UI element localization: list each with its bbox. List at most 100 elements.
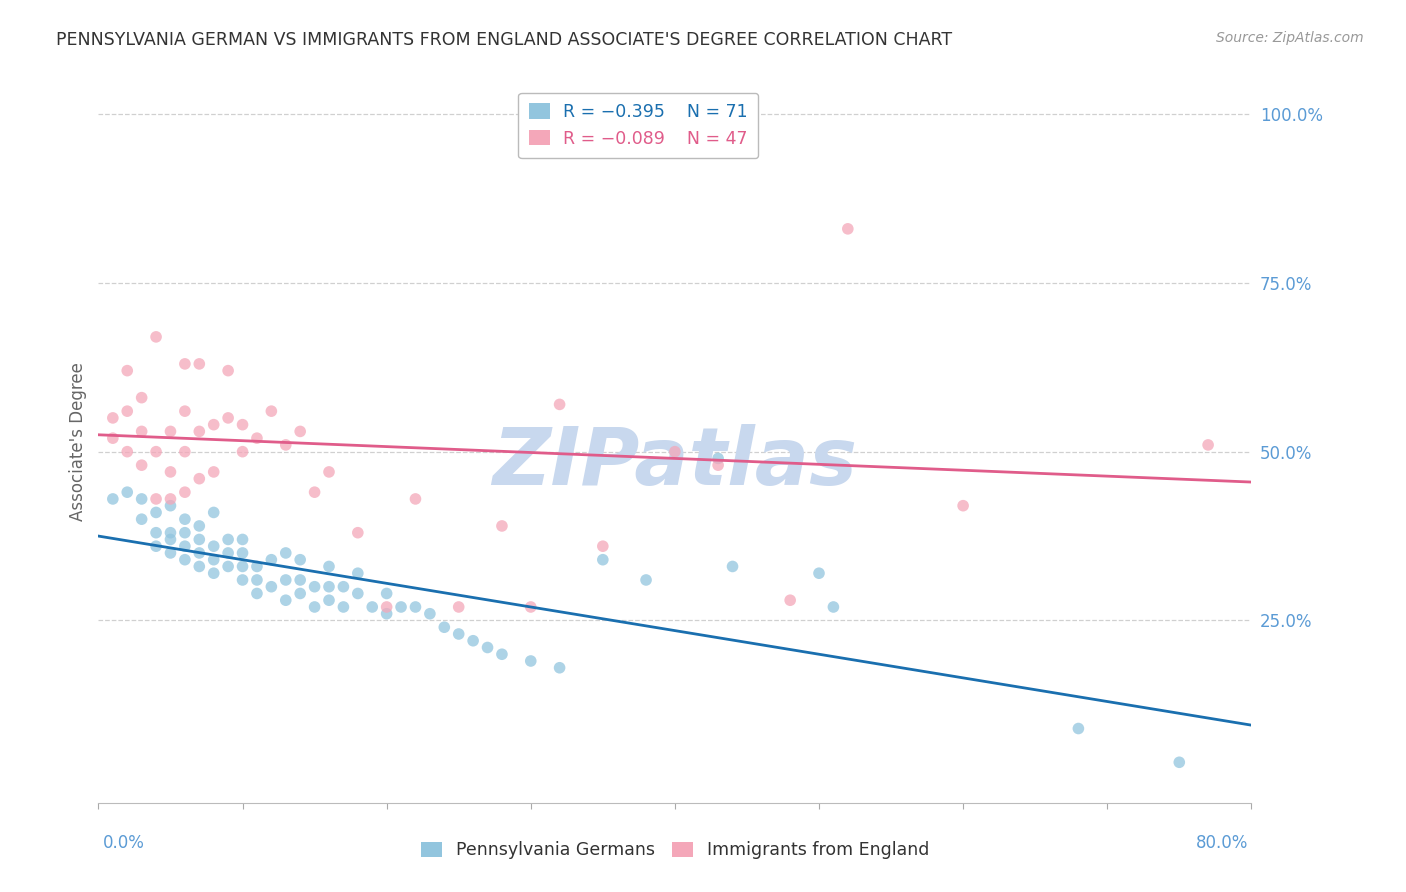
Point <box>1168 756 1191 770</box>
Point <box>174 404 197 418</box>
Point <box>389 599 412 614</box>
Point <box>304 599 326 614</box>
Point <box>217 533 239 547</box>
Point <box>664 444 686 458</box>
Point <box>548 661 571 675</box>
Point <box>520 599 543 614</box>
Point <box>145 505 167 519</box>
Point <box>188 546 211 560</box>
Point <box>405 491 427 506</box>
Point <box>159 465 181 479</box>
Point <box>246 559 269 574</box>
Point <box>952 499 974 513</box>
Point <box>202 566 225 581</box>
Point <box>318 580 340 594</box>
Point <box>231 444 254 458</box>
Point <box>246 586 269 600</box>
Point <box>808 566 831 581</box>
Point <box>159 525 181 540</box>
Point <box>332 580 354 594</box>
Text: 0.0%: 0.0% <box>103 834 145 852</box>
Point <box>174 525 197 540</box>
Text: Source: ZipAtlas.com: Source: ZipAtlas.com <box>1216 31 1364 45</box>
Point <box>592 552 614 566</box>
Point <box>202 539 225 553</box>
Point <box>447 599 470 614</box>
Point <box>477 640 499 655</box>
Point <box>217 411 239 425</box>
Point <box>246 573 269 587</box>
Point <box>231 573 254 587</box>
Point <box>274 593 297 607</box>
Point <box>101 431 124 445</box>
Point <box>290 552 312 566</box>
Point <box>117 485 139 500</box>
Point <box>290 573 312 587</box>
Point <box>202 465 225 479</box>
Point <box>1067 722 1090 736</box>
Point <box>231 417 254 432</box>
Point <box>101 411 124 425</box>
Point <box>721 559 744 574</box>
Point <box>145 330 167 344</box>
Point <box>202 552 225 566</box>
Point <box>290 586 312 600</box>
Point <box>274 438 297 452</box>
Point <box>145 444 167 458</box>
Point <box>188 425 211 439</box>
Point <box>188 559 211 574</box>
Point <box>318 593 340 607</box>
Point <box>491 519 513 533</box>
Point <box>174 444 197 458</box>
Point <box>202 417 225 432</box>
Point <box>461 633 484 648</box>
Point <box>131 425 153 439</box>
Point <box>131 512 153 526</box>
Point <box>217 559 239 574</box>
Text: PENNSYLVANIA GERMAN VS IMMIGRANTS FROM ENGLAND ASSOCIATE'S DEGREE CORRELATION CH: PENNSYLVANIA GERMAN VS IMMIGRANTS FROM E… <box>56 31 952 49</box>
Point <box>707 451 730 466</box>
Point <box>318 465 340 479</box>
Point <box>290 425 312 439</box>
Text: ZIPatlas: ZIPatlas <box>492 425 858 502</box>
Point <box>260 404 283 418</box>
Point <box>217 546 239 560</box>
Point <box>304 485 326 500</box>
Point <box>174 512 197 526</box>
Point <box>188 533 211 547</box>
Point <box>318 559 340 574</box>
Point <box>592 539 614 553</box>
Point <box>145 491 167 506</box>
Point <box>260 580 283 594</box>
Point <box>246 431 269 445</box>
Point <box>145 525 167 540</box>
Point <box>159 491 181 506</box>
Point <box>231 559 254 574</box>
Point <box>260 552 283 566</box>
Point <box>375 607 398 621</box>
Legend: Pennsylvania Germans, Immigrants from England: Pennsylvania Germans, Immigrants from En… <box>413 835 936 866</box>
Point <box>159 425 181 439</box>
Point <box>131 391 153 405</box>
Point <box>101 491 124 506</box>
Point <box>117 444 139 458</box>
Point <box>117 364 139 378</box>
Point <box>231 533 254 547</box>
Point <box>419 607 441 621</box>
Point <box>174 485 197 500</box>
Point <box>707 458 730 472</box>
Point <box>117 404 139 418</box>
Point <box>217 364 239 378</box>
Point <box>361 599 384 614</box>
Point <box>491 647 513 661</box>
Point <box>346 525 368 540</box>
Point <box>779 593 801 607</box>
Point <box>131 491 153 506</box>
Text: 80.0%: 80.0% <box>1197 834 1249 852</box>
Point <box>433 620 456 634</box>
Point <box>304 580 326 594</box>
Point <box>520 654 543 668</box>
Point <box>447 627 470 641</box>
Point <box>188 357 211 371</box>
Point <box>837 222 859 236</box>
